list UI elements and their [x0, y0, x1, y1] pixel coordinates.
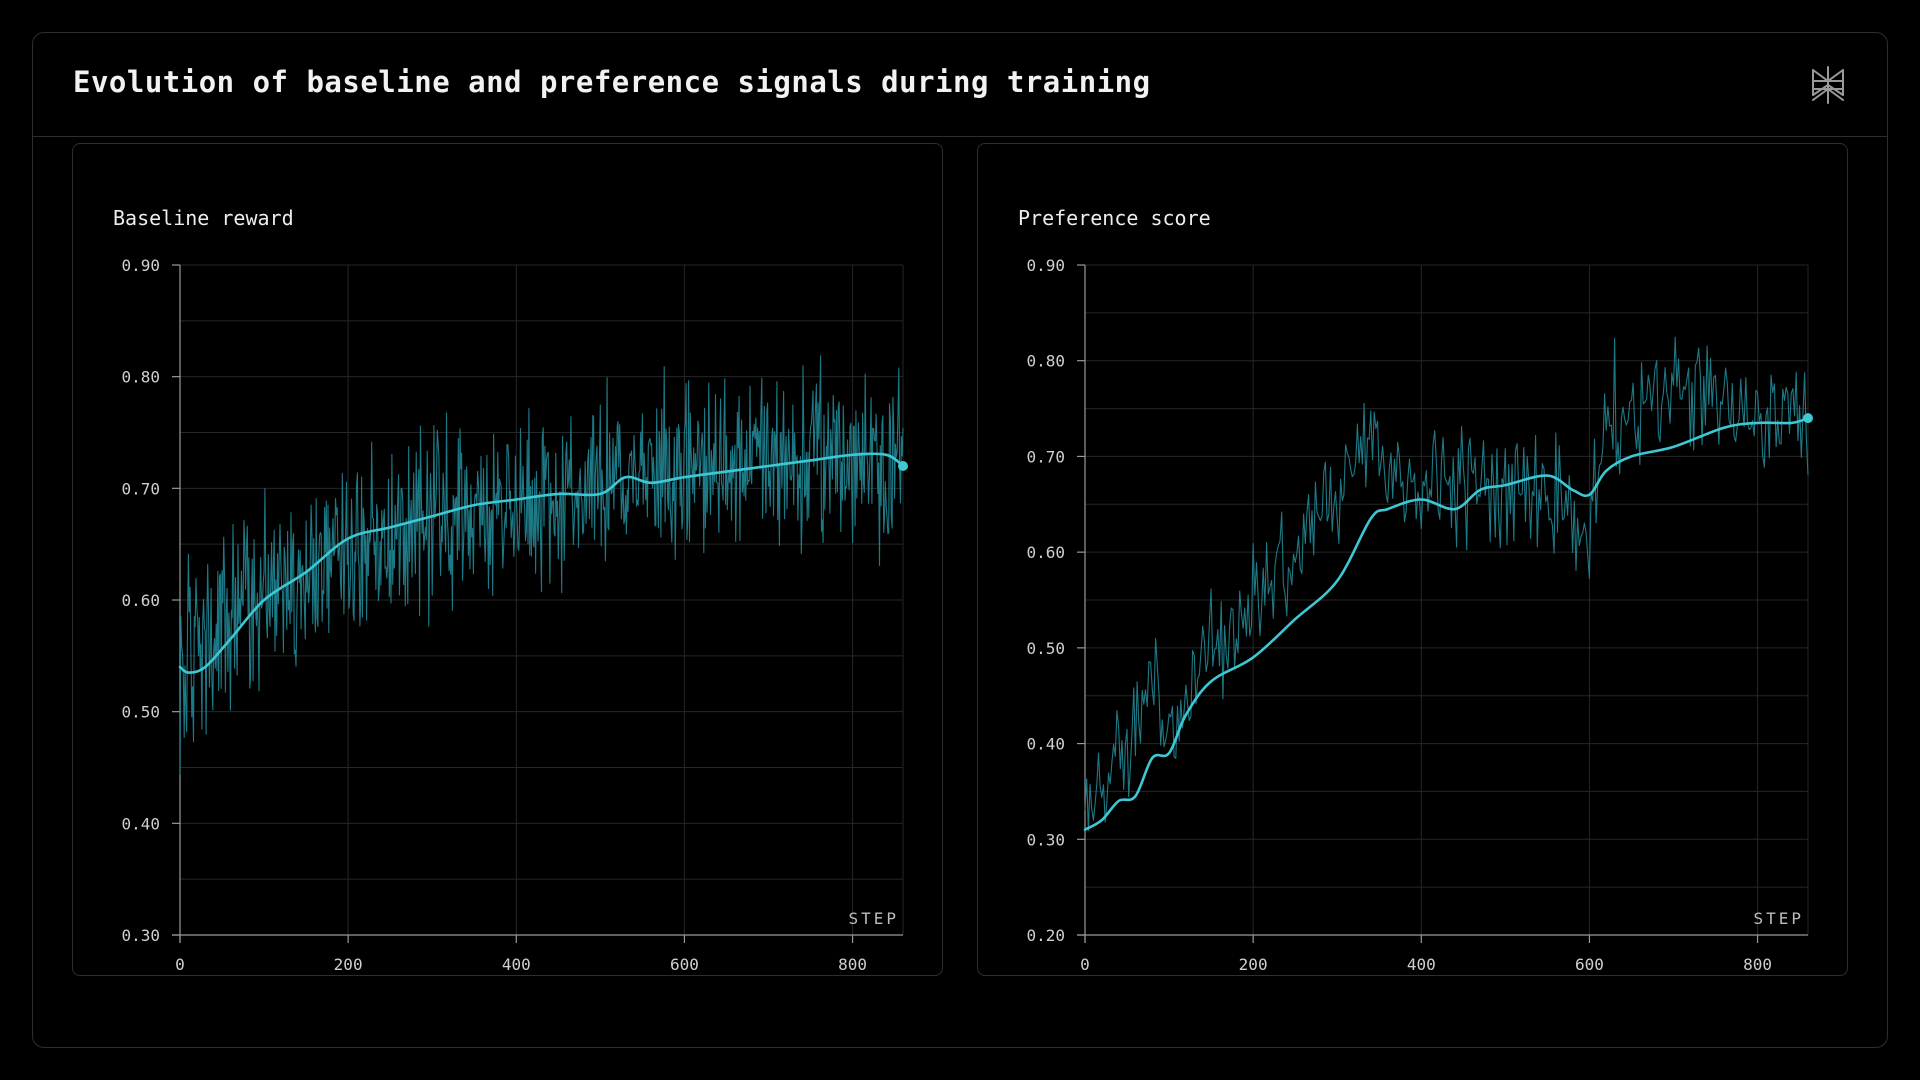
asterisk-snowflake-logo-icon	[1812, 66, 1844, 104]
y-tick-label: 0.40	[1026, 735, 1065, 754]
y-tick-label: 0.30	[121, 926, 160, 945]
y-tick-label: 0.30	[1026, 830, 1065, 849]
y-tick-label: 0.90	[1026, 256, 1065, 275]
y-tick-label: 0.80	[1026, 352, 1065, 371]
series-end-point	[1803, 413, 1813, 424]
x-tick-label: 0	[1080, 955, 1090, 974]
y-tick-label: 0.50	[1026, 639, 1065, 658]
y-tick-label: 0.60	[121, 591, 160, 610]
x-tick-label: 400	[502, 955, 531, 974]
x-axis-label: STEP	[1753, 909, 1804, 928]
chart-title: Preference score	[1018, 206, 1211, 230]
header: Evolution of baseline and preference sig…	[33, 33, 1887, 137]
x-tick-label: 200	[1239, 955, 1268, 974]
series-raw	[1084, 336, 1809, 832]
series-end-point	[898, 461, 908, 471]
y-tick-label: 0.60	[1026, 543, 1065, 562]
main-frame: Evolution of baseline and preference sig…	[32, 32, 1888, 1048]
chart-baseline-reward: 0.30 0.40 0.50 0.60 0.70 0.80 0.90 0 200 400 600 80…	[121, 256, 908, 974]
chart-title: Baseline reward	[113, 206, 294, 230]
x-tick-label: 800	[838, 955, 867, 974]
y-tick-label: 0.20	[1026, 926, 1065, 945]
x-tick-label: 600	[670, 955, 699, 974]
chart-preference-score: 0.20 0.30 0.40 0.50 0.60 0.70 0.80 0.90 0 200 400 6…	[1026, 256, 1813, 974]
x-tick-label: 400	[1407, 955, 1436, 974]
y-tick-label: 0.40	[121, 814, 160, 833]
x-tick-label: 600	[1575, 955, 1604, 974]
x-tick-label: 800	[1743, 955, 1772, 974]
y-tick-label: 0.70	[1026, 447, 1065, 466]
series-smoothed	[178, 452, 905, 674]
x-axis-label: STEP	[848, 909, 899, 928]
y-tick-label: 0.70	[121, 479, 160, 498]
y-tick-label: 0.90	[121, 256, 160, 275]
series-smoothed	[1083, 416, 1810, 831]
chart-panel-baseline-reward: Baseline reward 0.30 0.40 0.50 0.60 0.70 0.80…	[72, 143, 943, 976]
y-tick-label: 0.80	[121, 368, 160, 387]
chart-panel-preference-score: Preference score 0.20 0.30 0.40 0.50 0.60 0.7…	[977, 143, 1848, 976]
page-title: Evolution of baseline and preference sig…	[73, 65, 1151, 99]
x-tick-label: 200	[334, 955, 363, 974]
y-tick-label: 0.50	[121, 703, 160, 722]
x-tick-label: 0	[175, 955, 185, 974]
